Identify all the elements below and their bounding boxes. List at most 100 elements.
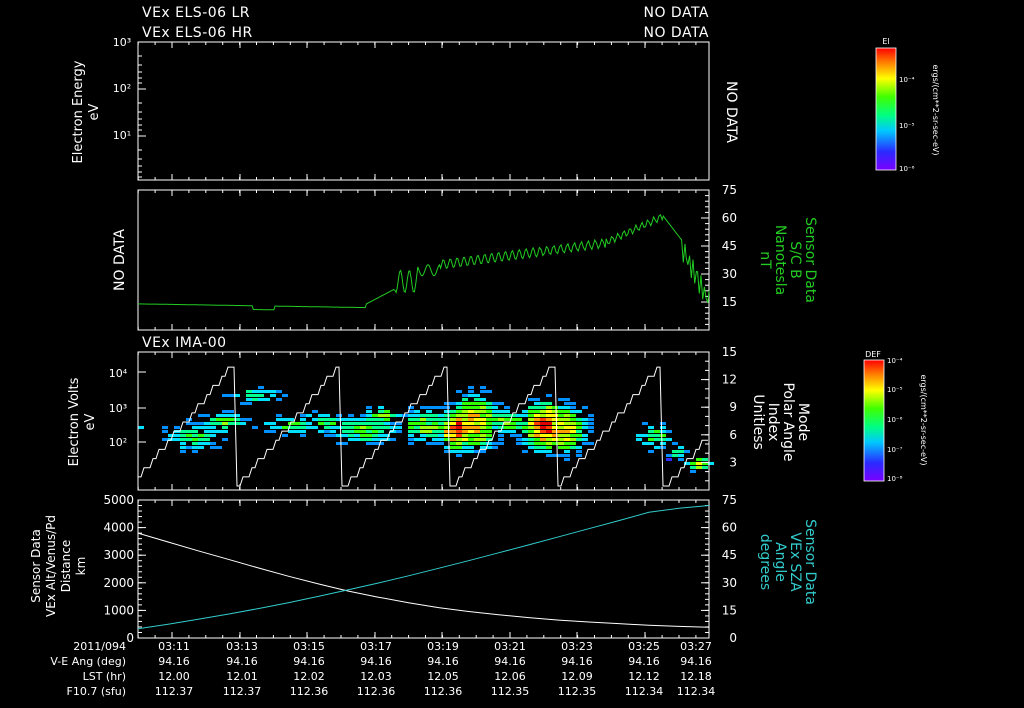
p4-left-ytick-label: 5000 [103, 493, 134, 507]
spectrogram-cell [462, 426, 468, 429]
spectrogram-cell [276, 390, 282, 393]
spectrogram-cell [504, 418, 510, 421]
spectrogram-cell [468, 406, 474, 409]
panel-electron-energy: 10³ 10² 10¹ Electron Energy eV NO DATA [71, 36, 739, 181]
p3-ytick-label: 15 [722, 345, 737, 359]
spectrogram-cell [300, 430, 306, 433]
spectrogram-cell [450, 430, 456, 433]
spectrogram-cell [678, 458, 684, 461]
spectrogram-cell [342, 442, 348, 445]
spectrogram-cell [588, 414, 594, 417]
colorbar2-tick-5: 10⁻⁸ [887, 475, 903, 483]
spectrogram-cell [474, 398, 480, 401]
panel1-yunit: eV [87, 103, 102, 120]
spectrogram-cell [306, 414, 312, 417]
spectrogram-cell [252, 394, 258, 397]
spectrogram-cell [510, 422, 516, 425]
p3-ytick-label: 6 [729, 428, 737, 442]
spectrogram-cell [468, 402, 474, 405]
spectrogram-cell [240, 402, 246, 405]
spectrogram-cell [528, 446, 534, 449]
spectrogram-cell [330, 426, 336, 429]
spectrogram-cell [318, 422, 324, 425]
colorbar1-tick-1: 10⁻⁴ [899, 76, 915, 84]
spectrogram-cell [198, 442, 204, 445]
panel-distance-sza: 0 1000 2000 3000 4000 5000 0 15 30 45 60 75 Sensor… [29, 493, 818, 645]
panel4-ticks [137, 499, 709, 639]
spectrogram-cell [528, 438, 534, 441]
spectrogram-cell [666, 430, 672, 433]
spectrogram-cell [186, 434, 192, 437]
spectrogram-cell [420, 426, 426, 429]
spectrogram-cell [462, 394, 468, 397]
spectrogram-cell [306, 426, 312, 429]
spectrogram-cell [684, 462, 690, 465]
spectrogram-cell [540, 414, 546, 417]
spectrogram-cell [426, 406, 432, 409]
spectrogram-cell [576, 426, 582, 429]
spectrogram-cell [432, 442, 438, 445]
spectrogram-cell [228, 394, 234, 397]
spectrogram-cell [270, 394, 276, 397]
panel2-right-ticklabels: 15 30 45 60 75 [722, 183, 737, 309]
spectrogram-cell [654, 434, 660, 437]
spectrogram-cell [456, 402, 462, 405]
spectrogram-cell [528, 442, 534, 445]
time-row-value: 94.16 [680, 655, 712, 668]
spectrogram-cell [486, 406, 492, 409]
spectrogram-cell [660, 434, 666, 437]
spectrogram-cell [198, 426, 204, 429]
spectrogram-cell [528, 430, 534, 433]
spectrogram-cell [564, 438, 570, 441]
spectrogram-cell [480, 434, 486, 437]
time-row-value: 112.35 [491, 685, 530, 698]
spectrogram-cell [192, 430, 198, 433]
panel1-ytick-10: 10¹ [113, 129, 131, 142]
spectrogram-cell [582, 406, 588, 409]
spectrogram-cell [174, 434, 180, 437]
spectrogram-cell [426, 410, 432, 413]
spectrogram-cell [480, 446, 486, 449]
spectrogram-cell [192, 450, 198, 453]
spectrogram-cell [372, 418, 378, 421]
spectrogram-cell [498, 422, 504, 425]
spectrogram-cell [534, 442, 540, 445]
colorbar1-tick-3: 10⁻⁶ [899, 165, 915, 173]
spectrogram-cell [456, 430, 462, 433]
spectrogram-cell [342, 426, 348, 429]
spectrogram-cell [444, 406, 450, 409]
spectrogram-cell [660, 442, 666, 445]
spectrogram-cell [366, 442, 372, 445]
spectrogram-cell [336, 418, 342, 421]
spectrogram-cell [336, 434, 342, 437]
time-row-value: 94.16 [561, 655, 593, 668]
spectrogram-cell [486, 418, 492, 421]
spectrogram-cell [522, 414, 528, 417]
spectrogram-cell [240, 422, 246, 425]
spectrogram-cell [696, 466, 702, 469]
spectrogram-cell [534, 426, 540, 429]
time-row-value: 03:15 [293, 640, 325, 653]
spectrogram-cell [378, 410, 384, 413]
spectrogram-cell [330, 422, 336, 425]
spectrogram-cell [528, 434, 534, 437]
panel3-ytick-10000: 10⁴ [109, 367, 128, 380]
spectrogram-cell [498, 418, 504, 421]
spectrogram-cell [408, 426, 414, 429]
spectrogram-cell [516, 434, 522, 437]
spectrogram-cell [210, 422, 216, 425]
spectrogram-cell [252, 390, 258, 393]
spectrogram-cell [198, 434, 204, 437]
p3-right-label: Index [765, 403, 781, 442]
spectrogram-cell [660, 446, 666, 449]
spectrogram-cell [540, 402, 546, 405]
spectrogram-cell [480, 450, 486, 453]
panel3-ytick-100: 10² [109, 436, 127, 449]
p4-left-ytick-label: 4000 [103, 521, 134, 535]
spectrogram-cell [456, 390, 462, 393]
spectrogram-cell [348, 418, 354, 421]
spectrogram-cell [648, 442, 654, 445]
spectrogram-cell [474, 422, 480, 425]
spectrogram-cell [414, 418, 420, 421]
